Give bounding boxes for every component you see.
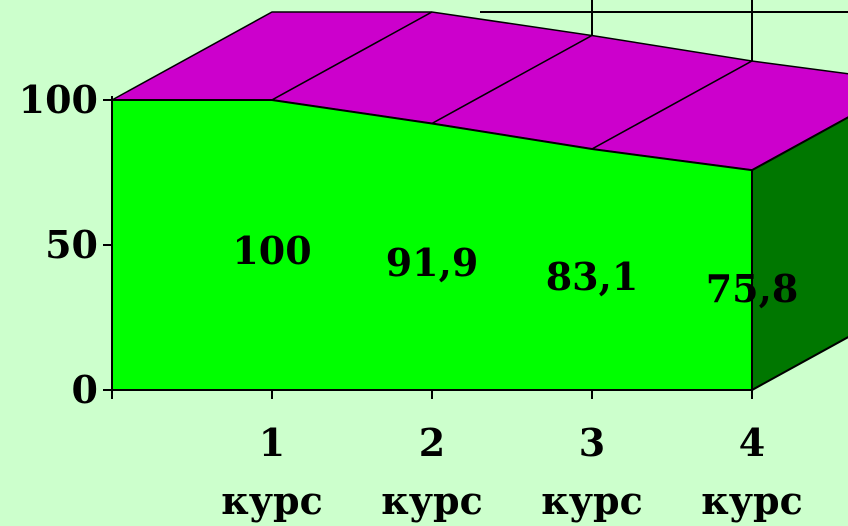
axes bbox=[103, 96, 753, 399]
back-gridlines bbox=[480, 0, 848, 68]
data-label: 83,1 bbox=[546, 254, 639, 299]
x-tick-label: 2 курс bbox=[381, 420, 482, 523]
y-tick-label: 100 bbox=[19, 77, 98, 122]
y-tick-label: 50 bbox=[45, 222, 98, 267]
x-tick-label-word: курс bbox=[221, 478, 322, 523]
x-tick-label: 3 курс bbox=[541, 420, 642, 523]
x-tick-label-word: курс bbox=[701, 478, 802, 523]
area-side-surface bbox=[751, 116, 848, 392]
area-top-surface bbox=[111, 11, 848, 171]
y-tick-labels: 0 50 100 bbox=[19, 77, 98, 412]
data-label: 75,8 bbox=[706, 266, 799, 311]
data-labels: 100 91,9 83,1 75,8 bbox=[232, 228, 798, 311]
area-side-face bbox=[751, 116, 848, 392]
x-tick-label-word: курс bbox=[381, 478, 482, 523]
x-tick-label: 1 курс bbox=[221, 420, 322, 523]
x-tick-label: 4 курс bbox=[701, 420, 802, 523]
x-tick-label-number: 3 bbox=[579, 420, 605, 465]
x-tick-label-number: 1 bbox=[259, 420, 285, 465]
data-label: 100 bbox=[232, 228, 311, 273]
x-tick-label-word: курс bbox=[541, 478, 642, 523]
x-tick-label-number: 4 bbox=[739, 420, 765, 465]
data-label: 91,9 bbox=[386, 240, 479, 285]
x-tick-label-number: 2 bbox=[419, 420, 445, 465]
x-tick-labels: 1 курс 2 курс 3 курс 4 курс bbox=[221, 420, 802, 523]
y-tick-label: 0 bbox=[72, 367, 98, 412]
